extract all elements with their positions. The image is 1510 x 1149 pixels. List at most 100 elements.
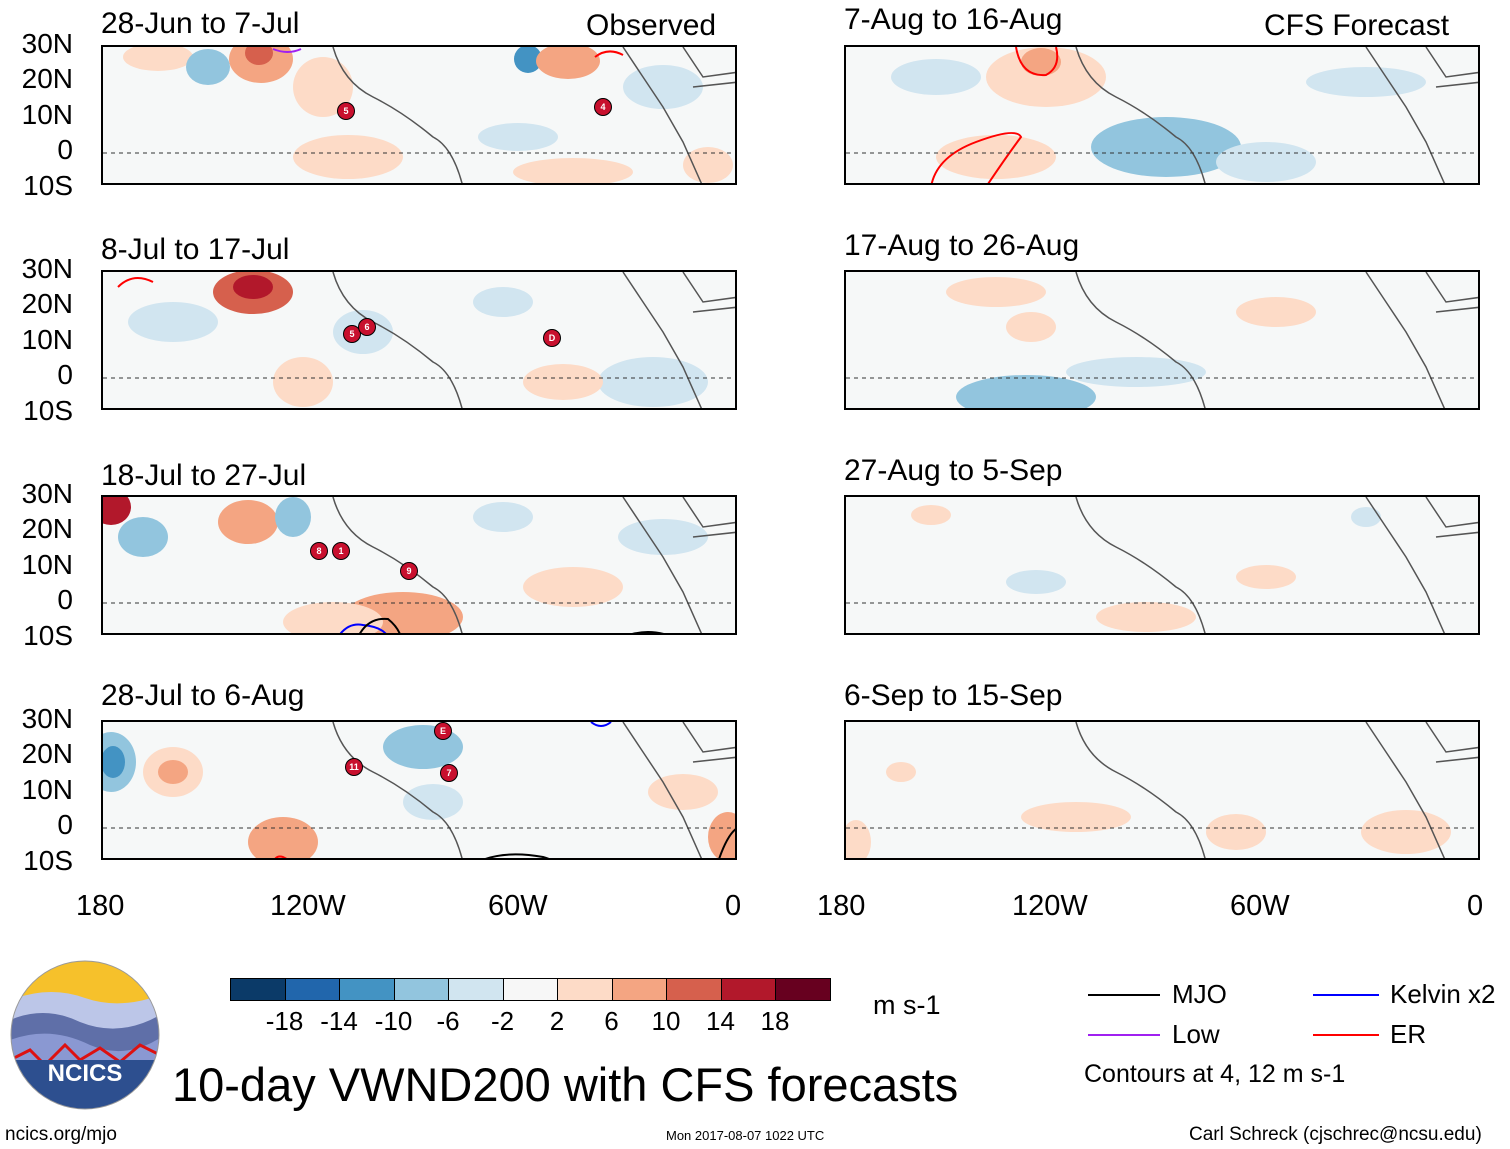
coastline <box>622 47 703 183</box>
forecast-period-4: 6-Sep to 15-Sep <box>844 679 1063 712</box>
er-contour <box>1015 47 1059 77</box>
map-panel-forecast-4 <box>844 720 1480 860</box>
colorbar-tick-label: -6 <box>436 1006 460 1036</box>
shading <box>245 47 273 65</box>
storm-marker: 9 <box>400 562 418 580</box>
storm-marker: 11 <box>345 758 363 776</box>
colorbar-units: m s-1 <box>873 990 941 1020</box>
coastline <box>1365 47 1446 183</box>
author-credit: Carl Schreck (cjschrec@ncsu.edu) <box>1189 1124 1482 1145</box>
shading <box>248 817 318 858</box>
coastline <box>1425 47 1478 88</box>
colorbar-tick-label: -10 <box>374 1006 413 1036</box>
observed-period-3: 18-Jul to 27-Jul <box>101 459 307 492</box>
map-field <box>846 47 1478 183</box>
lat-label: 10N <box>21 324 73 355</box>
shading <box>1351 507 1381 527</box>
lat-label: 30N <box>21 703 73 734</box>
shading <box>618 519 708 555</box>
shading <box>513 158 633 183</box>
lon-label-right-180: 180 <box>817 890 866 922</box>
shading <box>158 760 188 784</box>
shading <box>846 820 871 858</box>
er-contour <box>274 855 287 858</box>
coastline <box>682 497 735 538</box>
logo-text: NCICS <box>48 1060 123 1087</box>
shading <box>911 505 951 525</box>
shading <box>886 762 916 782</box>
colorbar-swatch <box>775 978 831 1001</box>
shading <box>956 375 1096 408</box>
shading <box>473 502 533 532</box>
shading <box>1361 810 1451 854</box>
timestamp: Mon 2017-08-07 1022 UTC <box>666 1128 825 1143</box>
shading <box>514 47 542 73</box>
shading <box>1066 357 1206 387</box>
er-contour <box>930 132 1023 183</box>
storm-marker: 6 <box>358 318 376 336</box>
map-panel-forecast-1 <box>844 45 1480 185</box>
coastline <box>682 272 735 313</box>
shading <box>403 784 463 820</box>
shading <box>986 47 1106 107</box>
forecast-label: CFS Forecast <box>1264 9 1450 42</box>
lat-label: 10S <box>23 170 73 201</box>
colorbar-swatch <box>502 978 558 1001</box>
storm-marker: 8 <box>310 542 328 560</box>
coastline <box>622 722 703 858</box>
lat-label: 0 <box>57 359 73 390</box>
shading <box>118 517 168 557</box>
kelvin-contour <box>590 722 612 727</box>
shading <box>1021 802 1131 832</box>
coastline <box>622 272 703 408</box>
storm-marker: 1 <box>332 542 350 560</box>
shading <box>293 135 403 179</box>
lat-label: 0 <box>57 134 73 165</box>
legend-kelvin-label: Kelvin x2 <box>1390 979 1496 1009</box>
site-link[interactable]: ncics.org/mjo <box>5 1124 117 1145</box>
observed-label: Observed <box>586 9 717 42</box>
colorbar-swatch <box>611 978 667 1001</box>
shading <box>1236 565 1296 589</box>
shading <box>1206 814 1266 850</box>
lat-label: 30N <box>21 253 73 284</box>
shading <box>103 497 131 525</box>
storm-marker: 5 <box>337 102 355 120</box>
coastline <box>1365 722 1446 858</box>
legend-er-line <box>1313 1034 1379 1036</box>
coastline <box>1425 722 1478 763</box>
colorbar-swatch <box>284 978 340 1001</box>
map-panel-observed-2 <box>101 270 737 410</box>
forecast-period-3: 27-Aug to 5-Sep <box>844 454 1063 487</box>
lat-label: 10S <box>23 845 73 876</box>
map-panel-observed-4 <box>101 720 737 860</box>
map-field <box>846 497 1478 633</box>
map-panel-forecast-2 <box>844 270 1480 410</box>
lon-label-right-120w: 120W <box>1012 890 1088 922</box>
colorbar-tick-label: -14 <box>320 1006 358 1036</box>
shading <box>623 65 703 109</box>
shading <box>128 302 218 342</box>
lat-label: 0 <box>57 584 73 615</box>
colorbar-swatch <box>448 978 504 1001</box>
mjo-contour <box>632 631 664 633</box>
mjo-contour <box>359 617 401 633</box>
ncics-logo: NCICS <box>10 960 160 1110</box>
colorbar-swatch <box>230 978 286 1001</box>
coastline <box>1365 497 1446 633</box>
shading <box>1096 602 1196 632</box>
colorbar-swatch <box>393 978 449 1001</box>
shading <box>598 357 708 407</box>
map-field <box>103 497 735 633</box>
shading <box>473 287 533 317</box>
legend-er-label: ER <box>1390 1019 1427 1049</box>
shading <box>1091 117 1241 177</box>
shading <box>233 275 273 299</box>
legend-low-line <box>1088 1034 1160 1036</box>
shading <box>478 123 558 151</box>
map-field <box>846 272 1478 408</box>
colorbar-tick-label: 10 <box>651 1006 681 1036</box>
coastline <box>1365 272 1446 408</box>
map-field <box>103 722 735 858</box>
colorbar-tick-label: 14 <box>706 1006 735 1036</box>
